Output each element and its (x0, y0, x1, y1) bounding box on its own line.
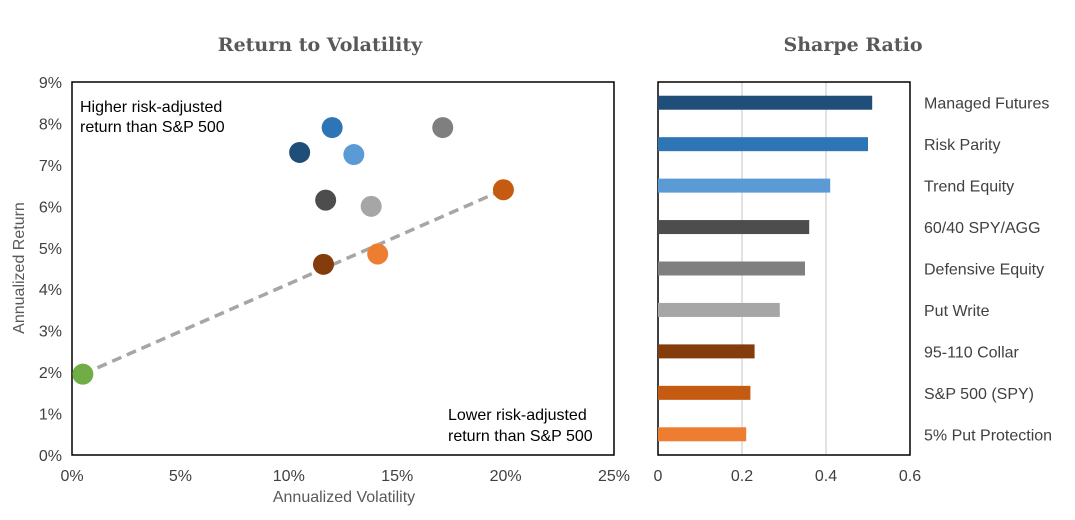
scatter-point (367, 243, 389, 265)
scatter-x-tick-label: 15% (381, 468, 413, 485)
sp500-reference-line (82, 188, 505, 376)
scatter-x-ticks: 0% 5% 10% 15% 20% 25% (60, 468, 630, 485)
sharpe-bar (658, 95, 873, 110)
scatter-point (72, 363, 94, 385)
upper-annotation-line-2: return than S&P 500 (80, 119, 225, 136)
bar-category-label: Trend Equity (924, 179, 1014, 196)
scatter-y-tick-label: 3% (39, 324, 62, 341)
lower-annotation-line-2: return than S&P 500 (448, 428, 593, 445)
bar-category-label: 5% Put Protection (924, 427, 1052, 444)
scatter-x-tick-label: 10% (273, 468, 305, 485)
bar-category-label: Put Write (924, 303, 990, 320)
bar-category-label: S&P 500 (SPY) (924, 386, 1034, 403)
sharpe-bar (658, 261, 805, 276)
scatter-point (315, 189, 337, 211)
scatter-y-tick-label: 4% (39, 282, 62, 299)
bar-x-tick-label: 0.6 (899, 468, 921, 485)
bar-category-label: Managed Futures (924, 96, 1049, 113)
bar-category-label: 60/40 SPY/AGG (924, 220, 1041, 237)
bar-chart-title: Sharpe Ratio (783, 34, 922, 56)
bar-x-tick-label: 0 (654, 468, 663, 485)
scatter-point (432, 117, 454, 139)
scatter-point (321, 117, 343, 139)
bar-category-label: Defensive Equity (924, 262, 1044, 279)
scatter-x-tick-label: 20% (490, 468, 522, 485)
scatter-point (360, 195, 382, 217)
bar-x-tick-label: 0.2 (731, 468, 753, 485)
scatter-plot-frame (71, 81, 615, 456)
scatter-point (343, 144, 365, 166)
scatter-y-tick-label: 5% (39, 241, 62, 258)
scatter-y-tick-label: 6% (39, 199, 62, 216)
scatter-y-ticks: 0% 1% 2% 3% 4% 5% 6% 7% 8% 9% (39, 75, 62, 465)
scatter-x-tick-label: 25% (598, 468, 630, 485)
sharpe-bar-chart: Sharpe Ratio 0 0.2 0.4 0.6 Managed Futures R… (654, 34, 1053, 485)
sharpe-bar (658, 427, 747, 442)
lower-annotation-line-1: Lower risk-adjusted (448, 407, 587, 424)
bars (658, 95, 873, 442)
sharpe-bar (658, 344, 755, 359)
bar-x-tick-label: 0.4 (815, 468, 837, 485)
scatter-x-tick-label: 5% (169, 468, 192, 485)
scatter-y-tick-label: 9% (39, 75, 62, 92)
sharpe-bar (658, 137, 868, 152)
sharpe-bar (658, 178, 831, 193)
scatter-point (312, 253, 334, 275)
bar-category-labels: Managed Futures Risk Parity Trend Equity 60… (924, 96, 1052, 445)
scatter-y-tick-label: 7% (39, 158, 62, 175)
scatter-points (72, 117, 514, 385)
sharpe-bar (658, 385, 751, 400)
sharpe-bar (658, 302, 780, 317)
scatter-y-tick-label: 8% (39, 116, 62, 133)
scatter-y-tick-label: 0% (39, 448, 62, 465)
scatter-y-tick-label: 2% (39, 365, 62, 382)
scatter-point (289, 141, 311, 163)
scatter-chart-title: Return to Volatility (218, 34, 423, 56)
scatter-chart: Return to Volatility 0% 1% 2% 3% 4% 5% 6% 7% 8% 9… (11, 34, 630, 506)
scatter-y-tick-label: 1% (39, 407, 62, 424)
scatter-point (492, 179, 514, 201)
bar-category-label: Risk Parity (924, 137, 1000, 154)
upper-annotation-line-1: Higher risk-adjusted (80, 99, 222, 116)
scatter-x-axis-label: Annualized Volatility (273, 489, 415, 506)
scatter-x-tick-label: 0% (60, 468, 83, 485)
bar-category-label: 95-110 Collar (924, 344, 1020, 361)
bar-x-ticks: 0 0.2 0.4 0.6 (654, 468, 922, 485)
scatter-y-axis-label: Annualized Return (11, 202, 28, 334)
sharpe-bar (658, 220, 810, 235)
